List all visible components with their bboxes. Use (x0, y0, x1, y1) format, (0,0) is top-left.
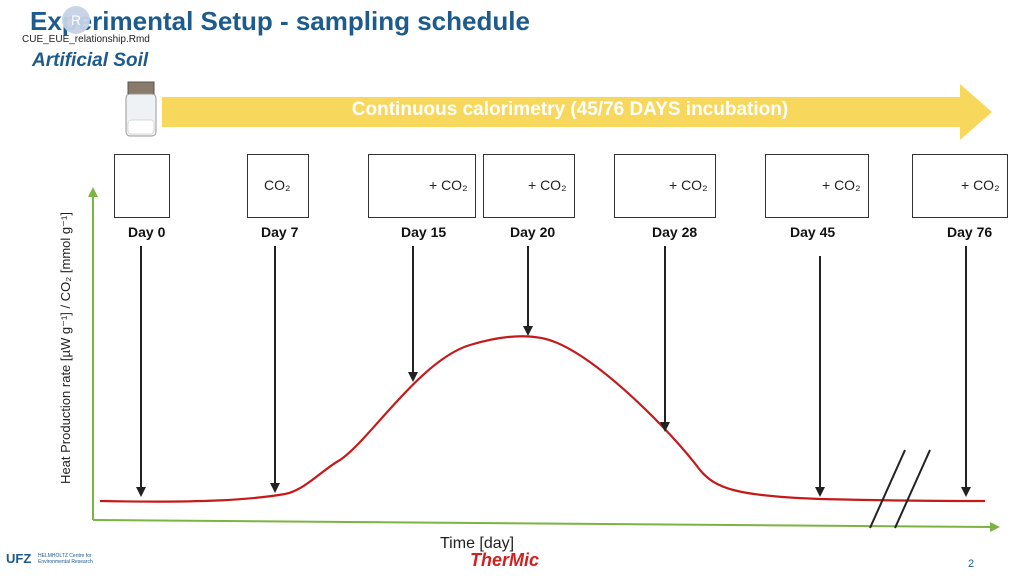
sample-day-label: Day 20 (510, 224, 556, 240)
arrow-label: Continuous calorimetry (45/76 DAYS incub… (351, 99, 789, 120)
axis-break-mark (869, 449, 906, 529)
x-axis-label: Time [day] (440, 535, 515, 552)
sampling-arrowhead (815, 487, 825, 497)
y-axis-arrowhead (88, 187, 98, 197)
sample-measure-label: + CO₂ (528, 177, 567, 193)
calorimetry-arrow (162, 84, 992, 140)
jar-icon (125, 81, 157, 137)
sample-measure-label: + CO₂ (429, 177, 468, 193)
r-logo-icon: R (62, 6, 90, 34)
sampling-arrowhead (660, 422, 670, 432)
sampling-arrowhead (136, 487, 146, 497)
sample-day-label: Day 0 (128, 224, 166, 240)
slide-subtitle: Artificial Soil (32, 50, 149, 71)
sample-box: + CO₂ (614, 154, 716, 218)
sample-box: + CO₂ (483, 154, 575, 218)
sample-day-label: Day 7 (261, 224, 299, 240)
sample-day-label: Day 28 (652, 224, 698, 240)
sampling-arrowhead (270, 483, 280, 493)
sample-box: + CO₂ (912, 154, 1008, 218)
sample-day-label: Day 45 (790, 224, 836, 240)
sample-box: + CO₂ (368, 154, 476, 218)
y-axis-label: Heat Production rate [µW g⁻¹] / CO₂ [mmo… (58, 212, 73, 484)
file-name: CUE_EUE_relationship.Rmd (22, 34, 150, 45)
sample-day-label: Day 15 (401, 224, 447, 240)
sample-day-label: Day 76 (947, 224, 993, 240)
sample-measure-label: + CO₂ (822, 177, 861, 193)
heat-production-curve (99, 335, 986, 503)
sample-measure-label: CO₂ (264, 177, 291, 193)
sample-measure-label: + CO₂ (961, 177, 1000, 193)
sample-box (114, 154, 170, 218)
x-axis-arrowhead (990, 522, 1000, 532)
x-axis (92, 519, 993, 528)
sampling-arrowhead (523, 326, 533, 336)
sample-box: CO₂ (247, 154, 309, 218)
ufz-logo: UFZ (6, 551, 32, 566)
page-number: 2 (968, 558, 975, 570)
axis-break-mark (894, 449, 931, 529)
ufz-logo-subtext: HELMHOLTZ Centre for Environmental Resea… (38, 553, 93, 565)
thermic-logo: TherMic (470, 550, 540, 570)
sample-measure-label: + CO₂ (669, 177, 708, 193)
sampling-arrowhead (408, 372, 418, 382)
sample-box: + CO₂ (765, 154, 869, 218)
slide-title: Experimental Setup - sampling schedule (30, 6, 530, 36)
sampling-arrowhead (961, 487, 971, 497)
